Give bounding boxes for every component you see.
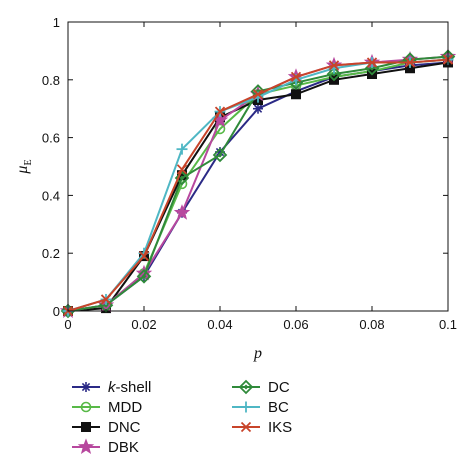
legend-marker bbox=[77, 438, 95, 454]
data-point bbox=[252, 89, 264, 100]
legend-marker bbox=[81, 382, 91, 392]
legend-label: IKS bbox=[268, 419, 292, 436]
data-point bbox=[136, 269, 152, 284]
data-point bbox=[100, 294, 112, 305]
series-iks bbox=[62, 54, 454, 317]
y-tick-label: 0.4 bbox=[42, 188, 60, 203]
legend: k-shell MDD DNC DBK DC BC IKS bbox=[72, 379, 292, 456]
legend-item-iks: IKS bbox=[232, 419, 292, 436]
data-point bbox=[366, 57, 378, 68]
x-tick-label: 0.02 bbox=[131, 317, 156, 332]
x-tick-label: 0.04 bbox=[207, 317, 232, 332]
data-point bbox=[290, 71, 302, 83]
x-tick-label: 0.08 bbox=[359, 317, 384, 332]
y-axis-label-subscript: E bbox=[23, 159, 34, 165]
data-point bbox=[173, 204, 191, 220]
axes: 0 0.02 0.04 0.06 0.08 0.1 0 0.2 0.4 0.6 0.8 1 p μE bbox=[14, 15, 457, 362]
plot-frame bbox=[67, 21, 449, 312]
y-axis-label: μE bbox=[14, 159, 34, 174]
legend-item-k-shell: k-shell bbox=[72, 379, 151, 396]
legend-label: BC bbox=[268, 399, 289, 416]
legend-label: MDD bbox=[108, 399, 142, 416]
data-point bbox=[328, 60, 340, 71]
y-tick-label: 0.8 bbox=[42, 73, 60, 88]
plot-area bbox=[59, 48, 457, 319]
legend-label: DNC bbox=[108, 419, 141, 436]
legend-marker bbox=[240, 421, 252, 433]
data-point bbox=[253, 103, 263, 114]
x-tick-label: 0 bbox=[64, 317, 71, 332]
legend-label: k-shell bbox=[108, 379, 151, 396]
legend-label: DBK bbox=[108, 439, 139, 456]
y-tick-label: 0.2 bbox=[42, 246, 60, 261]
series-dc bbox=[60, 49, 456, 319]
data-point bbox=[326, 66, 342, 82]
data-point bbox=[138, 250, 150, 262]
legend-marker bbox=[240, 401, 252, 413]
data-point bbox=[176, 164, 188, 175]
y-tick-label: 0.6 bbox=[42, 131, 60, 146]
x-tick-label: 0.1 bbox=[439, 317, 457, 332]
legend-marker bbox=[80, 401, 92, 413]
data-point bbox=[214, 106, 226, 117]
legend-item-bc: BC bbox=[232, 399, 289, 416]
legend-item-dnc: DNC bbox=[72, 419, 141, 436]
legend-label: DC bbox=[268, 379, 290, 396]
x-tick-label: 0.06 bbox=[283, 317, 308, 332]
x-axis-label: p bbox=[253, 345, 262, 362]
legend-marker bbox=[81, 422, 91, 432]
y-tick-label: 1 bbox=[53, 15, 60, 30]
legend-item-dbk: DBK bbox=[72, 438, 139, 456]
legend-marker bbox=[238, 379, 254, 395]
data-point bbox=[291, 89, 301, 100]
data-point bbox=[212, 147, 228, 163]
y-tick-label: 0 bbox=[53, 304, 60, 319]
legend-item-dc: DC bbox=[232, 379, 290, 396]
data-point bbox=[404, 57, 416, 68]
data-point bbox=[176, 143, 188, 155]
legend-item-mdd: MDD bbox=[72, 399, 142, 416]
